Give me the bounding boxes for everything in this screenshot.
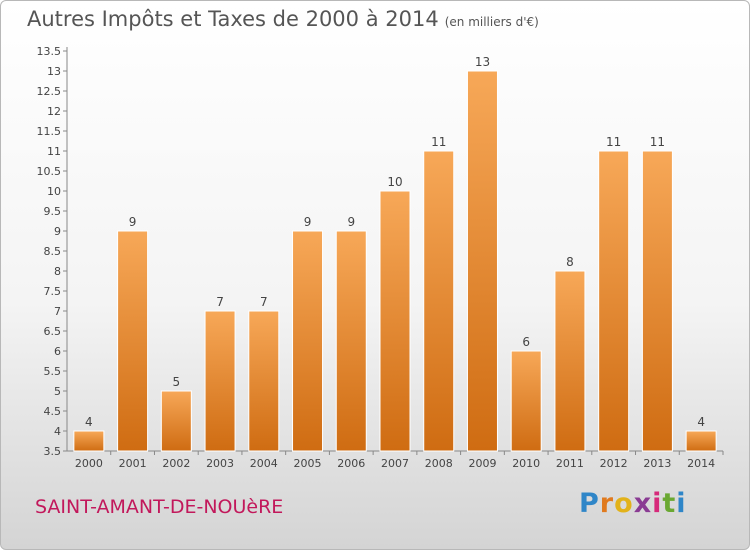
y-tick-label-0: 3.5 (44, 445, 62, 458)
logo-letter-6: i (676, 488, 687, 519)
value-label-2006: 9 (347, 215, 355, 229)
y-tick-label-12: 9.5 (44, 205, 62, 218)
proxiti-logo: Proxiti (579, 488, 687, 519)
bar-2011 (554, 270, 586, 452)
y-tick-label-2: 4.5 (44, 405, 62, 418)
commune-name: SAINT-AMANT-DE-NOUèRE (35, 496, 284, 518)
bar-2005 (292, 230, 324, 452)
value-label-2011: 8 (566, 255, 574, 269)
logo-letter-4: i (652, 488, 663, 519)
value-label-2009: 13 (475, 55, 490, 69)
x-tick-label-2013: 2013 (643, 457, 671, 470)
logo-letter-3: x (633, 488, 653, 519)
bar-2009 (466, 70, 498, 452)
value-label-2010: 6 (522, 335, 530, 349)
y-tick-label-9: 8 (54, 265, 61, 278)
y-tick-label-17: 12 (47, 105, 61, 118)
x-tick-label-2005: 2005 (294, 457, 322, 470)
x-tick-label-2008: 2008 (425, 457, 453, 470)
x-tick-label-2003: 2003 (206, 457, 234, 470)
y-tick-label-18: 12.5 (37, 85, 62, 98)
x-tick-label-2011: 2011 (556, 457, 584, 470)
value-label-2004: 7 (260, 295, 268, 309)
bar-2013 (641, 150, 673, 452)
x-tick-label-2004: 2004 (250, 457, 278, 470)
x-tick-label-2001: 2001 (119, 457, 147, 470)
bar-2010 (510, 350, 542, 452)
x-tick-label-2006: 2006 (337, 457, 365, 470)
bar-2014 (685, 430, 717, 452)
x-tick-label-2009: 2009 (468, 457, 496, 470)
value-label-2002: 5 (173, 375, 181, 389)
bar-2004 (248, 310, 280, 452)
y-tick-label-19: 13 (47, 65, 61, 78)
x-tick-label-2007: 2007 (381, 457, 409, 470)
y-tick-label-5: 6 (54, 345, 61, 358)
value-label-2014: 4 (697, 415, 705, 429)
value-label-2007: 10 (387, 175, 402, 189)
value-label-2012: 11 (606, 135, 621, 149)
y-tick-label-8: 7.5 (44, 285, 62, 298)
bar-2012 (598, 150, 630, 452)
chart-title: Autres Impôts et Taxes de 2000 à 2014 (en… (27, 7, 539, 31)
value-label-2000: 4 (85, 415, 93, 429)
logo-letter-0: P (579, 488, 600, 519)
x-tick-label-2002: 2002 (162, 457, 190, 470)
bar-2006 (335, 230, 367, 452)
y-tick-label-13: 10 (47, 185, 61, 198)
value-label-2001: 9 (129, 215, 137, 229)
bar-2008 (423, 150, 455, 452)
bar-2003 (204, 310, 236, 452)
bar-2007 (379, 190, 411, 452)
value-label-2003: 7 (216, 295, 224, 309)
x-tick-label-2010: 2010 (512, 457, 540, 470)
logo-letter-1: r (599, 488, 615, 519)
value-label-2005: 9 (304, 215, 312, 229)
y-tick-label-11: 9 (54, 225, 61, 238)
bar-2002 (160, 390, 192, 452)
unit-note: (en milliers d'€) (444, 15, 539, 29)
bar-2001 (117, 230, 149, 452)
y-tick-label-15: 11 (47, 145, 61, 158)
y-tick-label-20: 13.5 (37, 45, 62, 58)
value-label-2008: 11 (431, 135, 446, 149)
y-tick-label-4: 5.5 (44, 365, 62, 378)
y-tick-label-14: 10.5 (37, 165, 62, 178)
chart-title-text: Autres Impôts et Taxes de 2000 à 2014 (27, 7, 439, 31)
value-label-2013: 11 (650, 135, 665, 149)
x-tick-label-2012: 2012 (600, 457, 628, 470)
bar-2000 (73, 430, 105, 452)
y-tick-label-6: 6.5 (44, 325, 62, 338)
logo-letter-5: t (662, 488, 677, 519)
x-tick-label-2014: 2014 (687, 457, 715, 470)
y-tick-label-1: 4 (54, 425, 61, 438)
logo-letter-2: o (614, 488, 634, 519)
y-tick-label-16: 11.5 (37, 125, 62, 138)
x-tick-label-2000: 2000 (75, 457, 103, 470)
y-tick-label-3: 5 (54, 385, 61, 398)
y-tick-label-7: 7 (54, 305, 61, 318)
y-tick-label-10: 8.5 (44, 245, 62, 258)
